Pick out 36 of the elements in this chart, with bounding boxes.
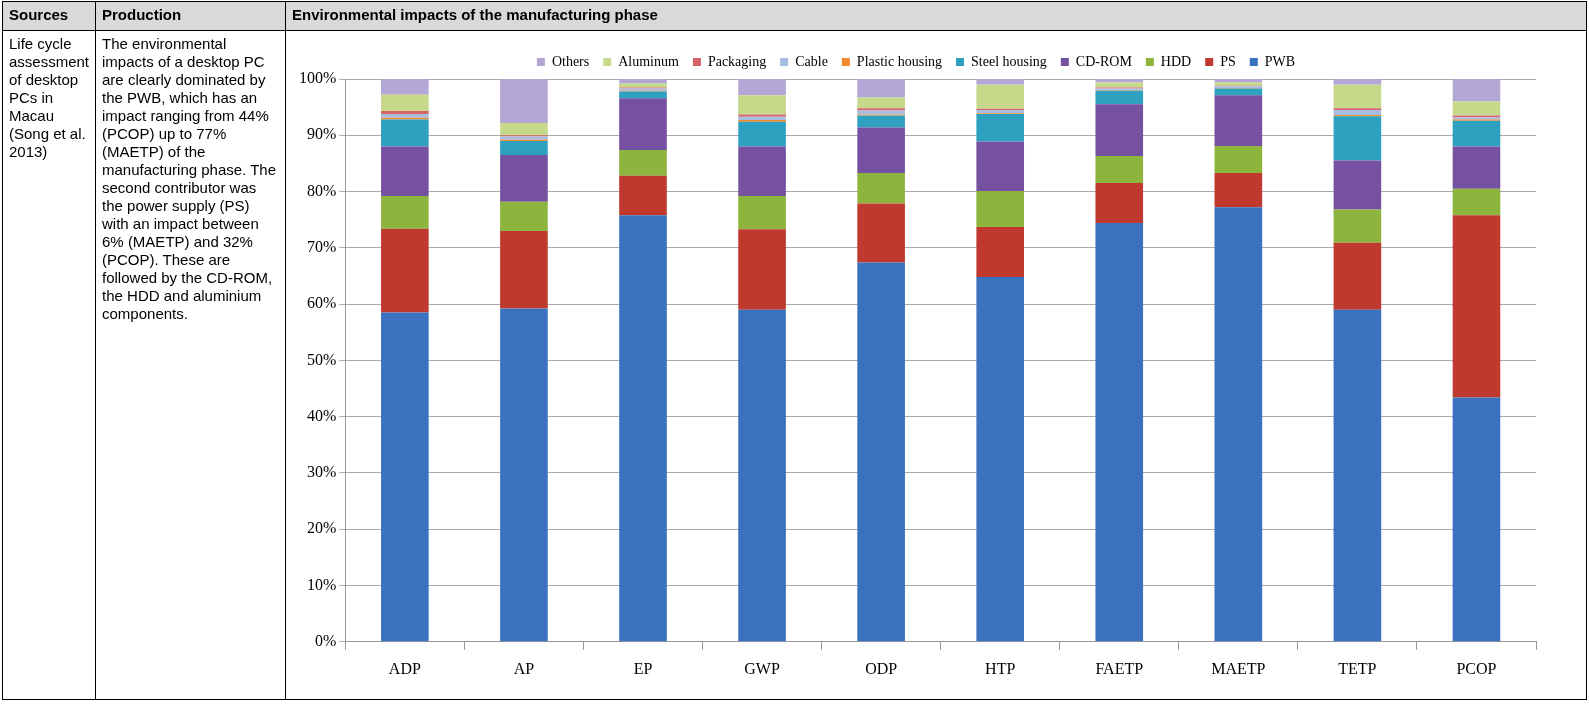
legend-label: Plastic housing — [856, 53, 943, 69]
x-tick-label: GWP — [744, 659, 780, 677]
x-tick-label: HTP — [985, 659, 1016, 677]
y-tick-label: 70% — [307, 238, 337, 256]
legend-label: Cable — [795, 53, 828, 69]
legend-label: PWB — [1264, 53, 1296, 69]
y-tick-label: 80% — [307, 181, 337, 199]
y-tick-label: 10% — [307, 575, 337, 593]
x-tick-label: PCOP — [1456, 659, 1497, 677]
y-tick-label: 30% — [307, 463, 337, 481]
x-tick-label: ADP — [388, 659, 421, 677]
y-tick-label: 20% — [307, 519, 337, 537]
y-tick-label: 40% — [307, 406, 337, 424]
legend-label: Aluminum — [618, 53, 679, 69]
text: Production — [95, 1, 286, 31]
y-tick-label: 100% — [299, 69, 337, 87]
x-tick-label: AP — [513, 659, 535, 677]
text: The environmental impacts of a desktop PC are clearly dominated by the PWB, which has an impact ranging from 44% (PCOP) up to 77% (MAETP) of the manufacturing phase. The second contributor was the power supply (PS) with an impact between 6% (MAETP) and 32% (PCOP). These are followed by the CD-ROM, the HDD and aluminium components. — [102, 35, 277, 322]
legend-label: Others — [551, 53, 590, 69]
x-tick-label: ODP — [865, 659, 898, 677]
legend-label: Packaging — [707, 53, 767, 69]
x-tick-label: TETP — [1338, 659, 1377, 677]
legend-label: Steel housing — [971, 53, 1047, 69]
y-tick-label: 50% — [307, 350, 337, 368]
x-tick-label: FAETP — [1095, 659, 1144, 677]
text: Life cycle assessment of desktop PCs in Macau (Song et al. 2013) — [2, 30, 96, 700]
x-tick-label: EP — [633, 659, 653, 677]
y-tick-label: 60% — [307, 294, 337, 312]
y-tick-label: 90% — [307, 125, 337, 143]
text: Sources — [2, 1, 96, 31]
legend-label: HDD — [1160, 53, 1192, 69]
y-tick-label: 0% — [315, 632, 337, 649]
chart-title: Environmental impacts of the manufacturing phase — [285, 1, 1587, 31]
legend-label: PS — [1220, 53, 1236, 69]
x-tick-label: MAETP — [1211, 659, 1266, 677]
legend-label: CD-ROM — [1075, 53, 1133, 69]
